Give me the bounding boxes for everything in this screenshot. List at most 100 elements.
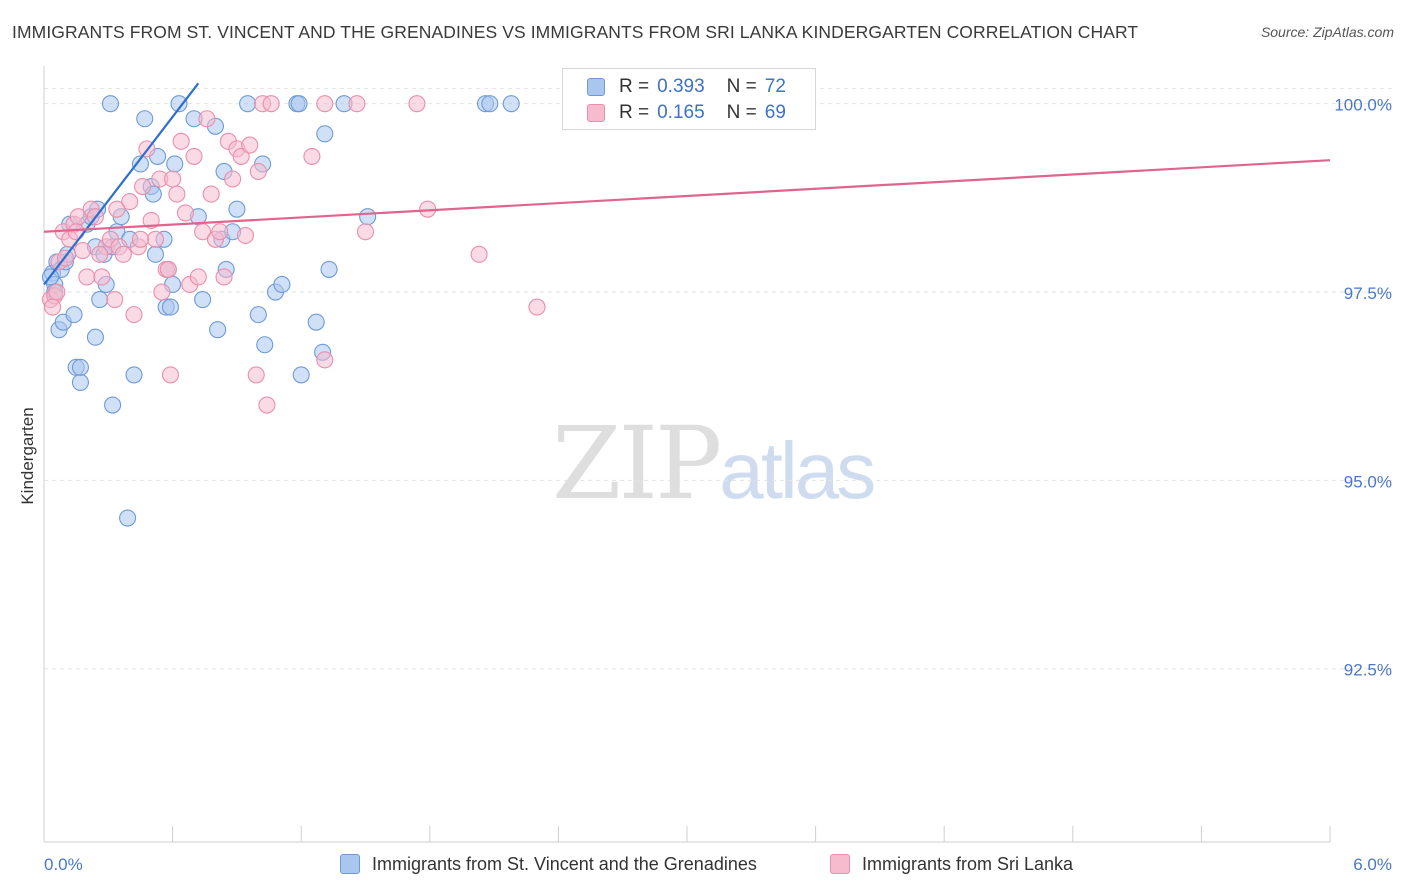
x-tick-label-max: 6.0%: [1353, 855, 1392, 874]
bottom-legend-blue: Immigrants from St. Vincent and the Gren…: [340, 852, 757, 876]
pink-data-point: [159, 260, 177, 278]
blue-data-point: [320, 260, 338, 278]
pink-data-point: [108, 200, 126, 218]
pink-data-point: [164, 170, 182, 188]
y-axis-title: Kindergarten: [18, 407, 37, 505]
pink-data-point: [172, 132, 190, 150]
pink-data-point: [408, 95, 426, 113]
blue-data-point: [86, 328, 104, 346]
pink-data-point: [528, 298, 546, 316]
pink-data-point: [67, 223, 85, 241]
pink-data-point: [247, 366, 265, 384]
y-tick-label: 95.0%: [1344, 472, 1392, 491]
legend-n-value: 69: [764, 102, 786, 123]
bottom-legend-swatch-blue: [340, 854, 360, 874]
pink-data-point: [224, 170, 242, 188]
legend-row-blue: R = 0.393 N = 72: [587, 75, 786, 99]
pink-data-point: [470, 245, 488, 263]
legend-n-value: 72: [764, 76, 786, 97]
legend-swatch-blue: [587, 78, 605, 96]
pink-data-point: [236, 226, 255, 245]
pink-data-point: [249, 162, 267, 181]
pink-data-point: [146, 230, 165, 248]
pink-data-point: [106, 291, 124, 309]
pink-data-point: [215, 268, 233, 286]
blue-data-point: [71, 358, 89, 376]
legend-r-value: 0.393: [657, 76, 705, 97]
pink-data-point: [153, 283, 171, 301]
legend-n-label: N =: [726, 76, 757, 97]
blue-data-point: [65, 306, 83, 324]
pink-trend-line: [43, 159, 1331, 233]
blue-data-point: [249, 306, 267, 324]
pink-data-point: [176, 204, 195, 222]
blue-data-point: [209, 321, 227, 339]
blue-data-point: [194, 291, 212, 309]
pink-data-point: [316, 95, 334, 113]
pink-data-point: [303, 147, 321, 165]
source-label: Source: ZipAtlas.com: [1260, 24, 1394, 40]
pink-data-point: [114, 245, 132, 263]
pink-data-point: [189, 268, 207, 286]
blue-data-point: [290, 95, 308, 113]
blue-data-point: [125, 366, 143, 384]
pink-data-point: [121, 193, 139, 211]
pink-data-point: [131, 230, 149, 248]
pink-data-point: [74, 242, 92, 260]
pink-data-point: [91, 245, 109, 263]
blue-data-point: [256, 336, 274, 354]
x-tick-label-min: 0.0%: [44, 855, 83, 874]
blue-data-point: [71, 373, 89, 391]
pink-data-point: [161, 366, 180, 384]
legend-r-label: R =: [619, 76, 650, 97]
blue-data-point: [307, 313, 325, 331]
pink-data-point: [78, 268, 96, 286]
pink-data-point: [356, 223, 375, 241]
blue-data-point: [170, 95, 188, 113]
pink-data-point: [316, 351, 334, 369]
pink-data-point: [262, 95, 280, 113]
blue-data-point: [228, 200, 246, 218]
pink-data-point: [202, 185, 220, 203]
pink-data-point: [211, 223, 229, 241]
blue-data-point: [161, 298, 180, 316]
blue-data-point: [136, 110, 154, 128]
chart-title: IMMIGRANTS FROM ST. VINCENT AND THE GREN…: [12, 22, 1139, 42]
y-tick-label: 100.0%: [1334, 96, 1392, 115]
correlation-legend: R = 0.393 N = 72 R = 0.165 N = 69: [562, 68, 816, 130]
blue-data-point: [166, 155, 184, 173]
pink-data-point: [125, 306, 143, 324]
pink-data-point: [142, 211, 160, 229]
blue-data-point: [91, 291, 109, 309]
blue-data-point: [119, 509, 137, 527]
blue-data-point: [131, 155, 149, 173]
blue-data-point: [502, 95, 520, 113]
pink-data-point: [241, 136, 259, 154]
blue-data-point: [104, 396, 122, 414]
pink-data-point: [168, 185, 186, 203]
blue-data-point: [146, 245, 165, 263]
watermark-atlas: atlas: [719, 426, 876, 515]
pink-data-point: [185, 147, 203, 165]
y-tick-label: 92.5%: [1344, 661, 1392, 680]
pink-data-point: [44, 298, 62, 316]
pink-data-point: [232, 147, 250, 165]
blue-data-point: [359, 208, 377, 226]
watermark: ZIPatlas: [552, 405, 876, 522]
watermark-zip: ZIP: [552, 405, 722, 522]
pink-data-point: [48, 283, 66, 301]
blue-data-point: [239, 95, 257, 113]
bottom-legend-pink: Immigrants from Sri Lanka: [830, 852, 1073, 876]
legend-swatch-pink: [587, 104, 605, 122]
bottom-legend-label-blue: Immigrants from St. Vincent and the Gren…: [372, 853, 757, 874]
legend-r-value: 0.165: [657, 102, 705, 123]
pink-data-point: [258, 396, 276, 414]
pink-data-point: [134, 177, 152, 196]
pink-data-point: [198, 110, 216, 128]
legend-row-pink: R = 0.165 N = 69: [587, 101, 786, 125]
blue-data-point: [101, 95, 119, 113]
blue-data-point: [316, 125, 334, 143]
pink-data-point: [93, 268, 111, 286]
bottom-legend-swatch-pink: [830, 854, 850, 874]
